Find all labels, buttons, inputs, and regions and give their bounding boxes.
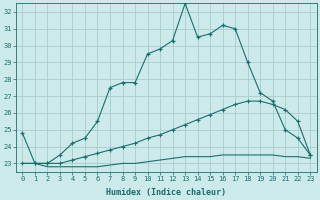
X-axis label: Humidex (Indice chaleur): Humidex (Indice chaleur) <box>106 188 226 197</box>
